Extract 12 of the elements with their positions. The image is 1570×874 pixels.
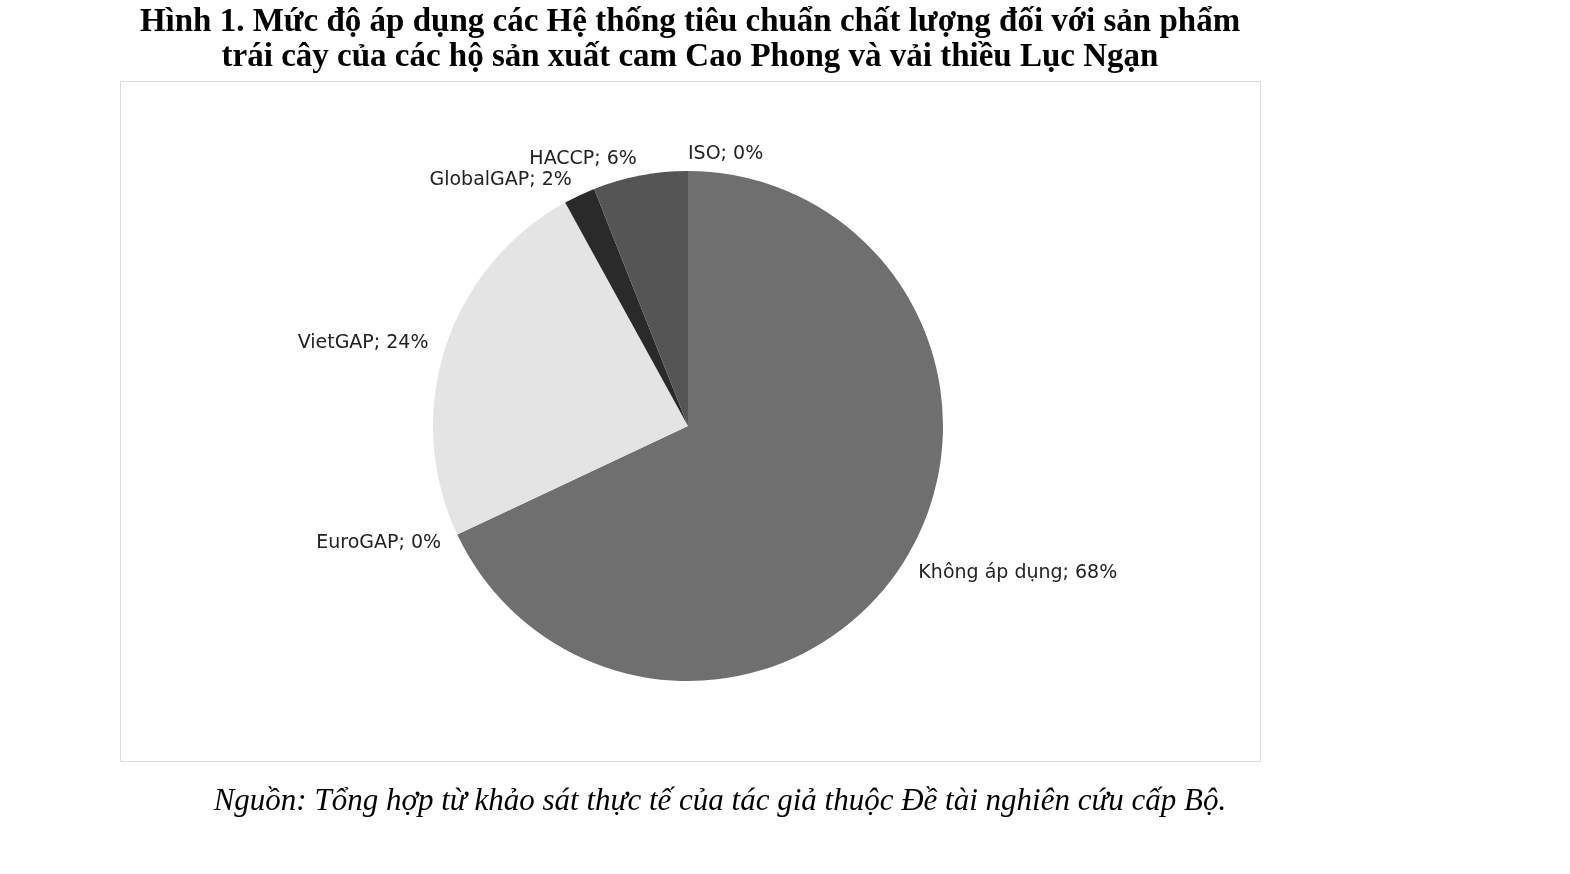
text: Hình 1. Mức độ áp dụng các Hệ thống tiêu chuẩn chất lượng đối với sản phẩm: [139, 2, 1241, 38]
pie-slice: [433, 202, 688, 535]
slice-label: Không áp dụng; 68%: [918, 560, 1118, 583]
pie-slice: [565, 188, 688, 426]
category-label: EuroGAP; 0%: [316, 530, 442, 553]
text: trái cây của các hộ sản xuất cam Cao Phong và vải thiều Lục Ngạn: [221, 37, 1159, 73]
category-label: ISO; 0%: [688, 141, 764, 164]
slice-label: HACCP; 6%: [529, 145, 637, 168]
slice-label: GlobalGAP; 2%: [429, 167, 572, 190]
slice-label: VietGAP; 24%: [297, 329, 429, 352]
text: Nguồn: Tổng hợp từ khảo sát thực tế của tác giả thuộc Đề tài nghiên cứu cấp Bộ.: [212, 782, 1227, 817]
pie-slice: [594, 171, 688, 426]
